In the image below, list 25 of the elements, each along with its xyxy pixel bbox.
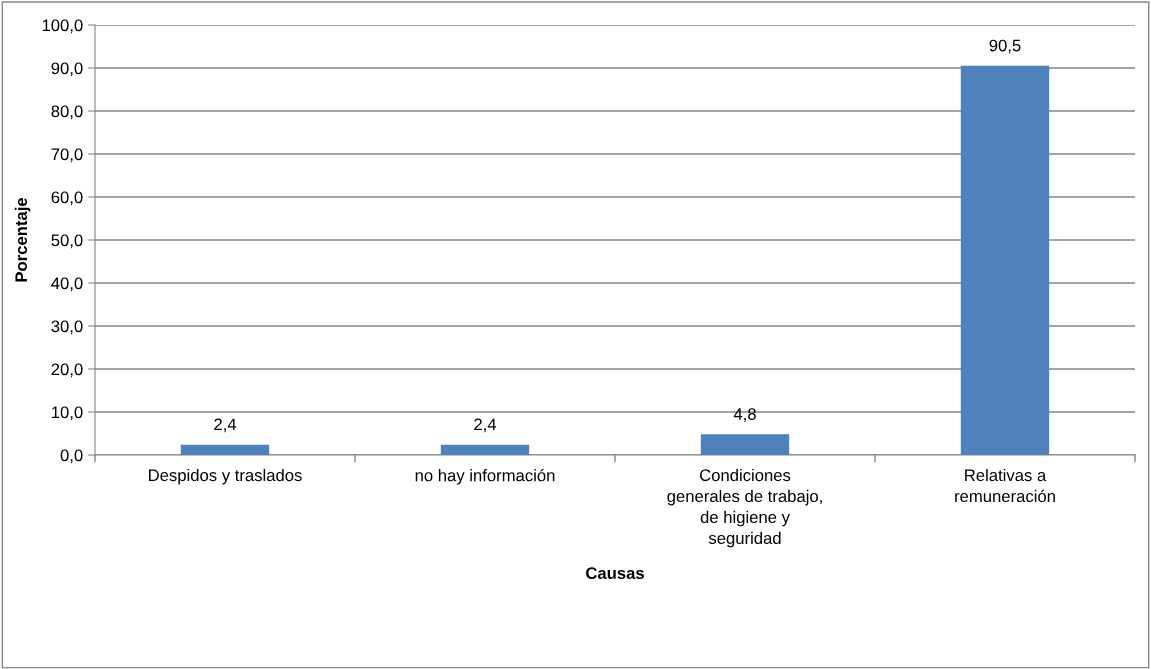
- data-label: 2,4: [214, 418, 237, 433]
- data-label: 2,4: [474, 418, 497, 433]
- y-tick-label: 20,0: [51, 363, 83, 378]
- y-tick-label: 90,0: [51, 62, 83, 77]
- y-tick-label: 80,0: [51, 105, 83, 120]
- bar: [700, 434, 790, 455]
- y-tick-label: 0,0: [60, 449, 83, 464]
- y-tick-label: 30,0: [51, 320, 83, 335]
- y-tick-label: 60,0: [51, 191, 83, 206]
- x-tick-label: Condiciones generales de trabajo, de higiene y seguridad: [667, 468, 822, 548]
- bar: [440, 444, 530, 455]
- x-tick-label: Despidos y traslados: [149, 468, 302, 485]
- data-label: 90,5: [989, 39, 1021, 54]
- x-axis-title: Causas: [586, 567, 644, 580]
- y-axis-title: Porcentaje: [14, 197, 31, 282]
- x-tick-label: no hay información: [415, 468, 555, 485]
- bar: [180, 444, 270, 455]
- y-tick-label: 40,0: [51, 277, 83, 292]
- y-tick-label: 70,0: [51, 148, 83, 163]
- y-tick-label: 50,0: [51, 234, 83, 249]
- x-tick-label: Relativas a remuneración: [955, 468, 1055, 503]
- bar: [960, 65, 1050, 455]
- data-label: 4,8: [733, 408, 756, 422]
- y-tick-label: 10,0: [52, 406, 83, 421]
- y-tick-label: 100,0: [42, 19, 83, 34]
